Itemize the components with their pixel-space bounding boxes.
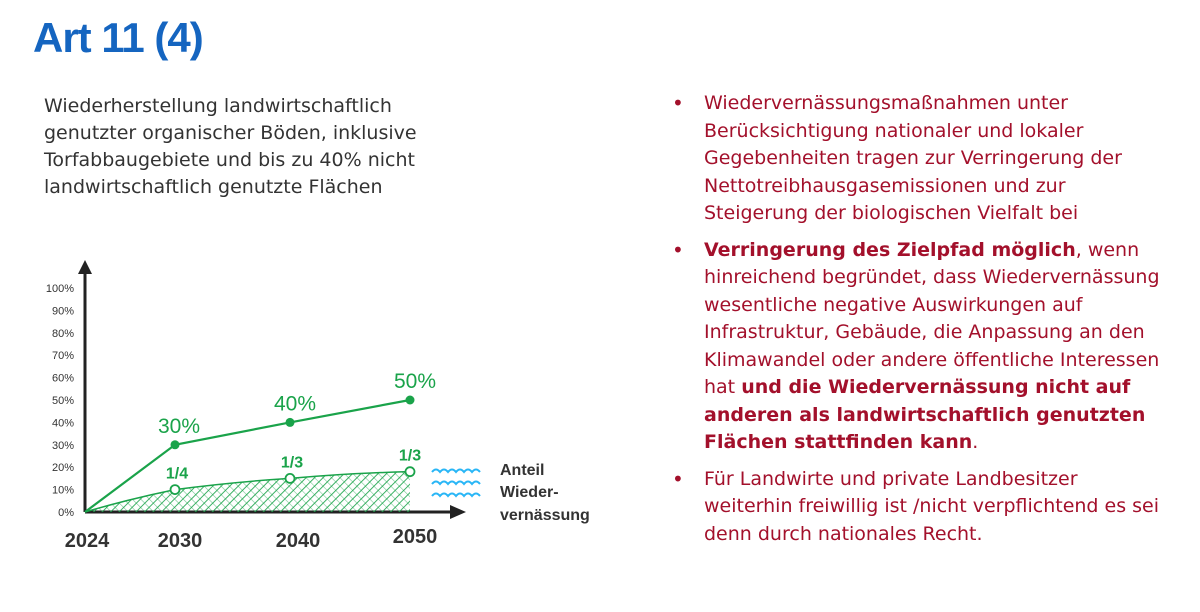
bullet-list: Wiedervernässungsmaßnahmen unter Berücks… xyxy=(672,90,1172,557)
page-subtitle: Wiederherstellung landwirtschaftlich gen… xyxy=(44,95,417,198)
target-path-point xyxy=(285,417,295,427)
y-tick-label: 60% xyxy=(52,373,74,385)
bullet-bold-text: Verringerung des Zielpfad möglich xyxy=(704,238,1076,261)
chart: 0% 10% 20% 30% 40% 50% 60% 70% 80% 90% 100% 2024 203… xyxy=(46,260,590,552)
y-tick-label: 70% xyxy=(52,350,74,362)
y-tick-label: 100% xyxy=(46,283,74,295)
target-path-label: 40% xyxy=(274,392,316,415)
bullet-text: Wiedervernässungsmaßnahmen unter Berücks… xyxy=(704,92,1122,224)
wave-line xyxy=(431,480,481,486)
y-tick-label: 30% xyxy=(52,440,74,452)
legend-label: Wieder- xyxy=(500,484,559,501)
y-tick-label: 80% xyxy=(52,328,74,340)
target-path-line xyxy=(84,398,411,513)
bullet-text: . xyxy=(972,431,979,453)
target-path-label: 30% xyxy=(158,415,200,438)
target-path-point xyxy=(170,440,180,450)
bullet-item: Verringerung des Zielpfad möglich, wenn … xyxy=(672,237,1172,457)
x-tick-label: 2040 xyxy=(276,530,321,552)
x-tick-label: 2050 xyxy=(393,526,438,548)
rewetting-point xyxy=(404,466,416,478)
page-title: Art 11 (4) xyxy=(33,14,204,61)
target-path-point xyxy=(405,395,415,405)
y-tick-label: 20% xyxy=(52,462,74,474)
legend-label: Anteil xyxy=(500,462,544,479)
x-axis-arrow xyxy=(450,505,466,519)
bullet-text: Für Landwirte und private Landbesitzer w… xyxy=(704,467,1160,545)
rewetting-label: 1/4 xyxy=(166,466,188,483)
bullet-item: Für Landwirte und private Landbesitzer w… xyxy=(672,466,1172,549)
y-axis-arrow xyxy=(78,260,92,274)
rewetting-label: 1/3 xyxy=(399,448,421,465)
legend-label: vernässung xyxy=(500,507,590,524)
y-tick-label: 40% xyxy=(52,417,74,429)
bullet-bold-text: und die Wiedervernässung nicht auf ander… xyxy=(704,376,1146,453)
rewetting-area-crosshatch xyxy=(85,471,410,512)
wave-line xyxy=(431,492,481,498)
y-tick-label: 50% xyxy=(52,395,74,407)
y-tick-label: 90% xyxy=(52,305,74,317)
wave-line xyxy=(431,468,481,474)
bullet-text: , wenn hinreichend begründet, dass Wiede… xyxy=(704,238,1160,399)
target-path-label: 50% xyxy=(394,370,436,393)
rewetting-point xyxy=(284,472,296,484)
rewetting-point xyxy=(169,484,181,496)
y-tick-label: 0% xyxy=(58,507,74,519)
y-tick-label: 10% xyxy=(52,485,74,497)
x-tick-label: 2030 xyxy=(158,530,203,552)
rewetting-label: 1/3 xyxy=(281,454,303,471)
x-tick-label: 2024 xyxy=(65,530,110,552)
waves-icon xyxy=(431,468,481,498)
rewetting-area-edge xyxy=(84,470,411,513)
bullet-item: Wiedervernässungsmaßnahmen unter Berücks… xyxy=(672,90,1172,228)
